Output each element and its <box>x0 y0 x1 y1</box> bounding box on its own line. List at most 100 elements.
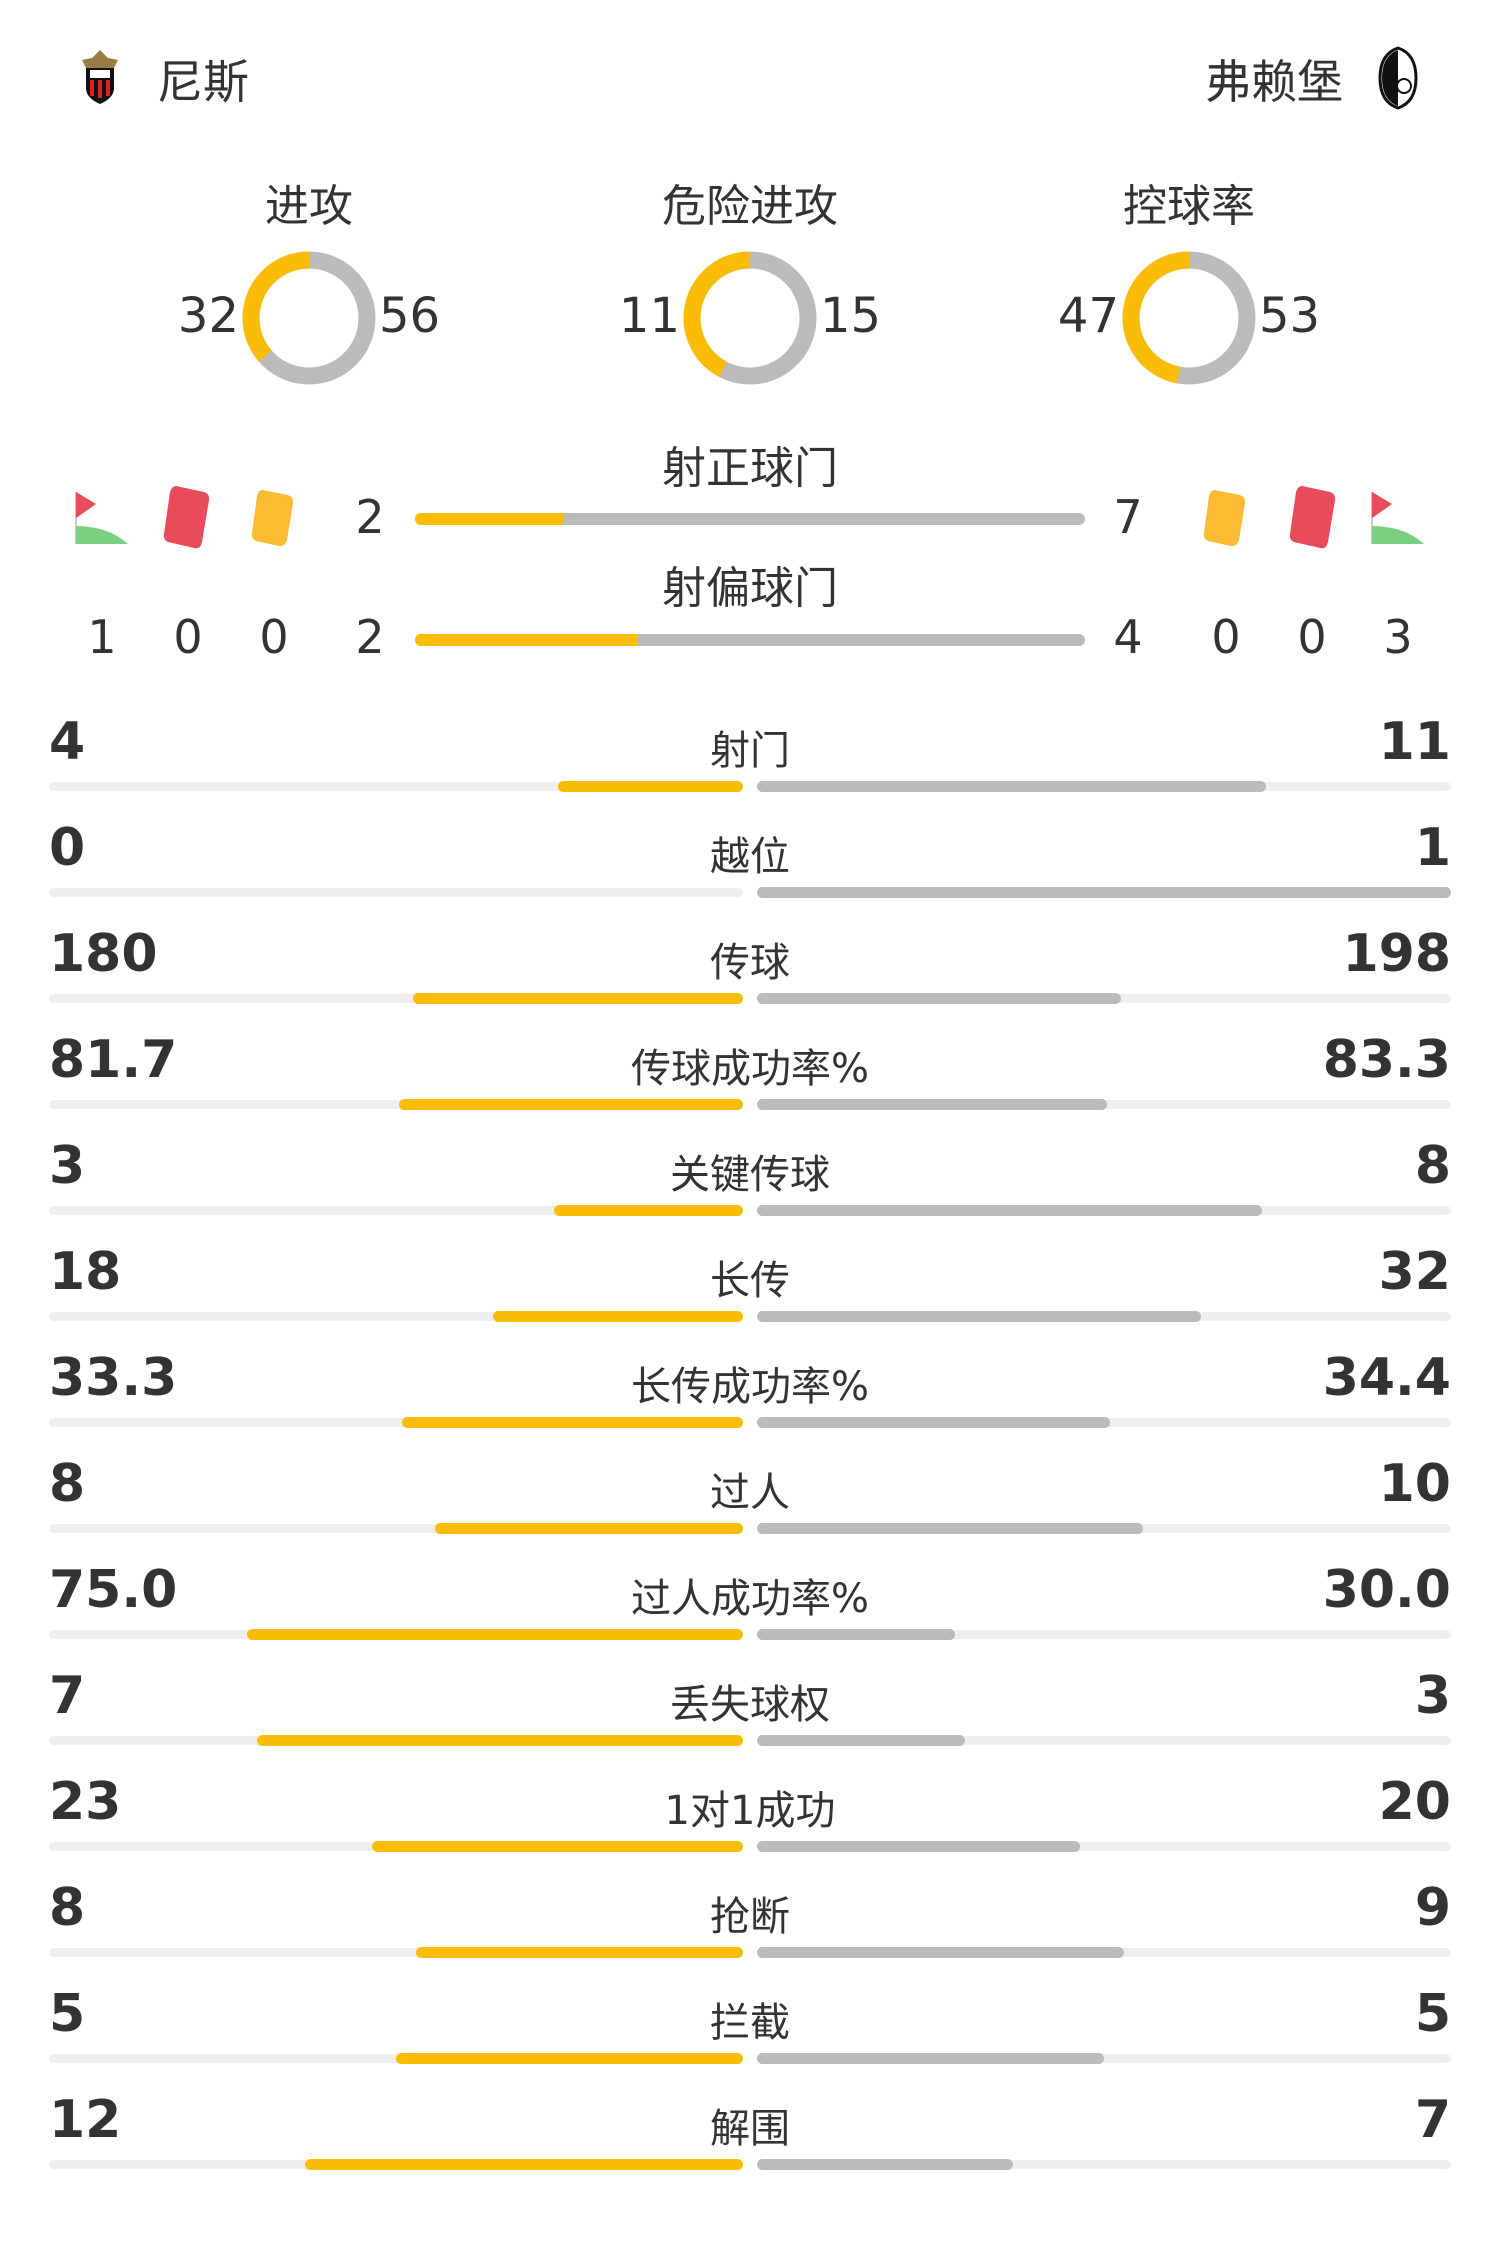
stat-home-track <box>49 1099 743 1110</box>
stat-home-track <box>49 1417 743 1428</box>
donut-chart <box>1122 251 1256 385</box>
stat-away-value: 5 <box>1414 1984 1451 2044</box>
stat-away-value: 32 <box>1378 1242 1451 1302</box>
home-red-card-icon <box>163 486 210 549</box>
shots-off-target-away: 4 <box>1113 610 1143 664</box>
home-corners-count: 1 <box>87 610 117 664</box>
stat-row: 7 丢失球权 3 <box>0 1666 1500 1772</box>
donut-home-value: 11 <box>618 288 680 344</box>
stat-away-value: 3 <box>1414 1666 1451 1726</box>
donut-away-value: 15 <box>820 288 882 344</box>
donut-home-value: 47 <box>1057 288 1119 344</box>
stat-home-bar <box>399 1099 743 1110</box>
stat-home-track <box>49 2053 743 2064</box>
stat-home-bar <box>557 781 743 792</box>
home-yellow-cards-count: 0 <box>259 610 289 664</box>
stat-home-bar <box>412 993 743 1004</box>
stat-row: 8 过人 10 <box>0 1454 1500 1560</box>
stat-away-bar <box>757 1735 966 1746</box>
stat-away-bar <box>757 1099 1108 1110</box>
stat-away-bar <box>757 1841 1080 1852</box>
shots-on-target-title: 射正球门 <box>662 443 838 494</box>
home-red-cards-count: 0 <box>173 610 203 664</box>
stat-away-bar <box>757 1417 1110 1428</box>
stat-label: 射门 <box>710 728 790 774</box>
home-team-name: 尼斯 <box>157 55 249 109</box>
home-team-logo <box>78 48 122 106</box>
stat-home-value: 8 <box>49 1454 86 1514</box>
stat-away-track <box>757 1629 1451 1640</box>
stat-home-bar <box>434 1523 743 1534</box>
shots-off-target-home-fill <box>415 634 639 646</box>
stat-away-value: 198 <box>1342 924 1451 984</box>
donut-title: 控球率 <box>1123 181 1255 232</box>
stat-home-bar <box>553 1205 743 1216</box>
stat-away-track <box>757 1841 1451 1852</box>
stat-away-track <box>757 1205 1451 1216</box>
stat-away-bar <box>757 1629 956 1640</box>
shots-on-target-home-fill <box>415 513 564 525</box>
stat-home-bar <box>396 2053 743 2064</box>
stat-away-track <box>757 1735 1451 1746</box>
stat-row: 0 越位 1 <box>0 818 1500 924</box>
stat-row: 33.3 长传成功率% 34.4 <box>0 1348 1500 1454</box>
stat-away-track <box>757 1523 1451 1534</box>
stat-row: 3 关键传球 8 <box>0 1136 1500 1242</box>
stat-away-track <box>757 781 1451 792</box>
stat-home-bar <box>247 1629 743 1640</box>
donut-away-value: 56 <box>379 288 441 344</box>
stat-home-track <box>49 1311 743 1322</box>
stat-row: 4 射门 11 <box>0 712 1500 818</box>
ogc-nice-crest-icon <box>82 50 118 104</box>
stat-home-track <box>49 993 743 1004</box>
stat-away-track <box>757 2159 1451 2170</box>
stat-away-track <box>757 993 1451 1004</box>
stat-away-bar <box>757 993 1121 1004</box>
stat-away-value: 9 <box>1414 1878 1451 1938</box>
stat-label: 长传成功率% <box>630 1364 869 1410</box>
donut-dangerous-attacks: 危险进攻 11 15 <box>530 170 970 430</box>
shots-on-target-bar <box>415 513 1085 525</box>
stat-home-value: 81.7 <box>49 1030 178 1090</box>
stat-away-value: 10 <box>1378 1454 1451 1514</box>
shots-on-target-away: 7 <box>1113 490 1143 544</box>
stat-home-value: 180 <box>49 924 158 984</box>
stat-home-value: 7 <box>49 1666 86 1726</box>
shots-on-target-home: 2 <box>355 490 385 544</box>
stat-home-bar <box>304 2159 743 2170</box>
stat-away-value: 30.0 <box>1322 1560 1451 1620</box>
stat-away-bar <box>757 1947 1125 1958</box>
stat-row: 23 1对1成功 20 <box>0 1772 1500 1878</box>
stat-home-bar <box>257 1735 743 1746</box>
stat-home-value: 12 <box>49 2090 122 2150</box>
stat-row: 12 解围 7 <box>0 2090 1500 2196</box>
stat-home-track <box>49 2159 743 2170</box>
stat-home-bar <box>416 1947 743 1958</box>
stat-home-value: 0 <box>49 818 86 878</box>
donut-chart <box>683 251 817 385</box>
stat-row: 75.0 过人成功率% 30.0 <box>0 1560 1500 1666</box>
stat-home-bar <box>401 1417 743 1428</box>
away-team-logo <box>1376 46 1420 110</box>
stat-label: 越位 <box>710 834 790 880</box>
donut-attacks: 进攻 32 56 <box>89 170 529 430</box>
stat-label: 传球成功率% <box>630 1046 869 1092</box>
stat-row: 180 传球 198 <box>0 924 1500 1030</box>
stat-row: 8 抢断 9 <box>0 1878 1500 1984</box>
stat-label: 1对1成功 <box>664 1788 836 1834</box>
stat-row: 5 拦截 5 <box>0 1984 1500 2090</box>
donut-home-arc <box>242 251 376 385</box>
stat-home-track <box>49 1205 743 1216</box>
stat-label: 拦截 <box>710 2000 790 2046</box>
shots-off-target-title: 射偏球门 <box>662 563 838 614</box>
away-red-cards-count: 0 <box>1297 610 1327 664</box>
donut-possession: 控球率 47 53 <box>969 170 1409 430</box>
stat-home-track <box>49 1523 743 1534</box>
stat-row: 18 长传 32 <box>0 1242 1500 1348</box>
home-corner-flag-icon <box>75 492 128 544</box>
stat-away-track <box>757 1311 1451 1322</box>
donut-title: 危险进攻 <box>662 181 838 232</box>
away-yellow-card-icon <box>1203 490 1246 547</box>
stat-away-value: 1 <box>1414 818 1451 878</box>
away-yellow-cards-count: 0 <box>1211 610 1241 664</box>
